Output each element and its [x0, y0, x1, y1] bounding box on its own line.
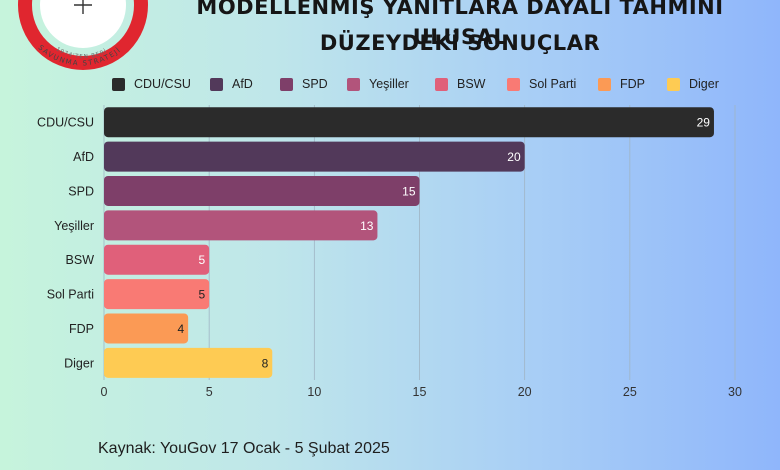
data-label: 13 — [360, 219, 374, 233]
page-title-line1: MODELLENMIŞ YANITLARA DAYALI TAHMİNİ ULU… — [196, 0, 724, 49]
x-tick-label: 20 — [518, 385, 532, 399]
legend-swatch — [667, 77, 680, 91]
legend-label: Sol Parti — [529, 77, 577, 91]
x-tick-label: 5 — [206, 385, 213, 399]
logo-ring — [18, 0, 148, 70]
bar — [104, 107, 714, 138]
category-label: Diger — [64, 356, 94, 370]
legend-swatch — [280, 77, 293, 91]
data-label: 5 — [198, 288, 205, 302]
bar — [104, 279, 210, 310]
legend-label: BSW — [457, 77, 486, 91]
category-label: SPD — [68, 184, 94, 198]
category-label: CDU/CSU — [37, 116, 94, 130]
data-label: 15 — [402, 184, 416, 198]
legend-swatch — [435, 77, 448, 91]
data-label: 4 — [177, 322, 184, 336]
bar — [104, 210, 378, 241]
bar — [104, 347, 273, 378]
data-label: 20 — [507, 150, 521, 164]
legend-item: FDP — [598, 76, 645, 92]
legend-label: FDP — [620, 77, 645, 91]
legend-item: Sol Parti — [507, 76, 576, 92]
x-tick-label: 15 — [413, 385, 427, 399]
legend-swatch — [598, 77, 611, 91]
x-tick-label: 0 — [101, 385, 108, 399]
legend-swatch — [347, 77, 360, 91]
legend-label: Yeşiller — [369, 77, 409, 91]
data-label: 8 — [262, 356, 269, 370]
x-tick-label: 10 — [307, 385, 321, 399]
legend-label: Diger — [689, 77, 719, 91]
legend-label: SPD — [302, 77, 328, 91]
legend-item: SPD — [280, 76, 328, 92]
legend-swatch — [507, 77, 520, 91]
data-label: 29 — [697, 116, 711, 130]
x-tick-label: 25 — [623, 385, 637, 399]
logo-center — [40, 0, 126, 48]
legend-swatch — [112, 77, 125, 91]
legend-item: Diger — [667, 76, 719, 92]
category-label: FDP — [69, 322, 94, 336]
legend-swatch — [210, 77, 223, 91]
source-note: Kaynak: YouGov 17 Ocak - 5 Şubat 2025 — [98, 440, 390, 457]
bar — [104, 175, 420, 206]
legend-label: CDU/CSU — [134, 77, 191, 91]
logo-emblem: SAVUNMA STRATEJİ 1974'TEN BERİ — [18, 0, 148, 70]
category-label: Sol Parti — [47, 288, 94, 302]
bar — [104, 244, 210, 275]
category-label: AfD — [73, 150, 94, 164]
legend-item: Yeşiller — [347, 76, 409, 92]
legend-item: BSW — [435, 76, 485, 92]
logo-crosshair-icon — [74, 0, 92, 14]
page-title-line2: DÜZEYDEKİ SONUÇLAR — [319, 31, 601, 55]
legend-label: AfD — [232, 77, 253, 91]
legend-item: AfD — [210, 76, 253, 92]
bar — [104, 313, 189, 344]
category-label: BSW — [66, 253, 95, 267]
data-label: 5 — [198, 253, 205, 267]
category-label: Yeşiller — [54, 219, 94, 233]
legend-item: CDU/CSU — [112, 76, 191, 92]
bar — [104, 141, 525, 172]
x-tick-label: 30 — [728, 385, 742, 399]
